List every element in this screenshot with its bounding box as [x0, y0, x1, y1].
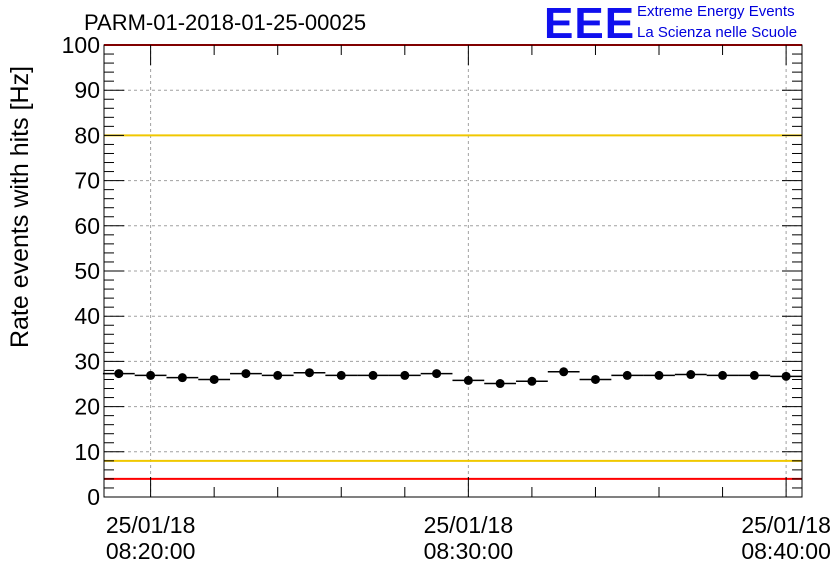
data-point: [432, 369, 442, 379]
threshold-lines: [104, 44, 802, 480]
data-point: [686, 370, 696, 380]
axes: 010203040506070809010025/01/1808:20:0025…: [62, 32, 831, 564]
x-tick-date: 25/01/18: [106, 512, 196, 538]
data-point: [718, 370, 728, 380]
logo-line-1: Extreme Energy Events: [637, 3, 795, 20]
data-points: [102, 367, 802, 389]
x-tick-time: 08:40:00: [741, 538, 831, 564]
data-point: [749, 370, 759, 380]
chart-title: PARM-01-2018-01-25-00025: [84, 10, 367, 35]
y-tick-label: 20: [74, 394, 100, 420]
data-point: [781, 371, 791, 381]
data-point: [146, 370, 156, 380]
eee-logo: EEE: [544, 0, 636, 48]
y-tick-label: 80: [74, 122, 100, 148]
y-tick-label: 60: [74, 213, 100, 239]
data-point: [495, 379, 505, 389]
data-point: [559, 367, 569, 377]
y-axis-label: Rate events with hits [Hz]: [6, 66, 34, 348]
data-point: [114, 369, 124, 379]
data-point: [400, 370, 410, 380]
y-tick-label: 90: [74, 77, 100, 103]
data-point: [273, 370, 283, 380]
data-point: [368, 370, 378, 380]
data-point: [336, 370, 346, 380]
y-tick-label: 70: [74, 168, 100, 194]
x-tick-date: 25/01/18: [424, 512, 514, 538]
y-tick-label: 10: [74, 439, 100, 465]
y-tick-label: 40: [74, 303, 100, 329]
y-tick-label: 30: [74, 348, 100, 374]
data-point: [241, 369, 251, 379]
x-tick-date: 25/01/18: [741, 512, 831, 538]
data-point: [654, 370, 664, 380]
data-point: [177, 373, 187, 383]
y-tick-label: 0: [87, 484, 100, 510]
y-tick-label: 100: [62, 32, 100, 58]
data-point: [304, 368, 314, 378]
data-point: [590, 374, 600, 384]
data-point: [622, 370, 632, 380]
x-tick-time: 08:30:00: [424, 538, 514, 564]
y-tick-label: 50: [74, 258, 100, 284]
x-tick-time: 08:20:00: [106, 538, 196, 564]
data-point: [463, 375, 473, 385]
data-point: [209, 374, 219, 384]
logo-line-2: La Scienza nelle Scuole: [637, 24, 798, 41]
data-point: [527, 376, 537, 386]
grid: [104, 45, 802, 497]
